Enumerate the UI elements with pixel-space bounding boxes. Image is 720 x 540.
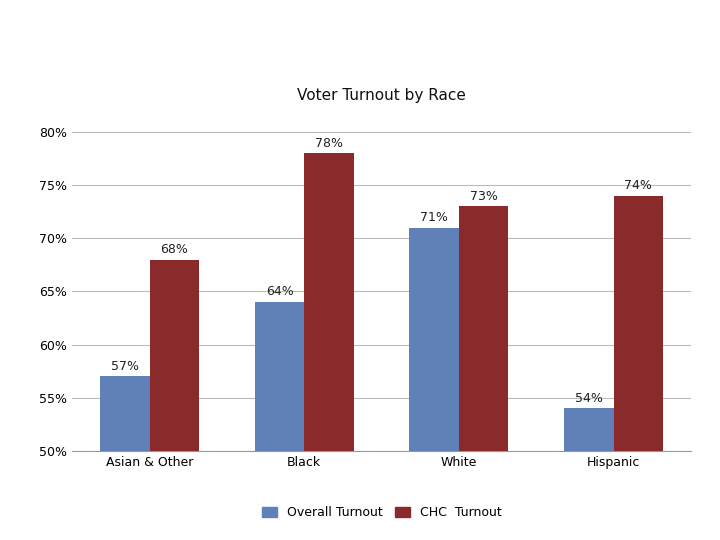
Bar — [305, 153, 354, 540]
Bar — [613, 195, 663, 540]
Title: Voter Turnout by Race: Voter Turnout by Race — [297, 87, 466, 103]
Text: Results from Community Health Vote 2012: Results from Community Health Vote 2012 — [133, 31, 668, 51]
Text: 74%: 74% — [624, 179, 652, 192]
Bar — [255, 302, 305, 540]
Text: 54%: 54% — [575, 392, 603, 404]
Legend: Overall Turnout, CHC  Turnout: Overall Turnout, CHC Turnout — [256, 501, 507, 524]
Text: 78%: 78% — [315, 137, 343, 150]
Text: 57%: 57% — [111, 360, 139, 373]
Text: 73%: 73% — [469, 190, 498, 202]
Text: 68%: 68% — [161, 243, 189, 256]
Bar — [410, 228, 459, 540]
Bar — [150, 260, 199, 540]
Bar — [564, 408, 613, 540]
Text: 71%: 71% — [420, 211, 448, 224]
Bar — [459, 206, 508, 540]
Bar — [100, 376, 150, 540]
Text: 64%: 64% — [266, 285, 294, 298]
